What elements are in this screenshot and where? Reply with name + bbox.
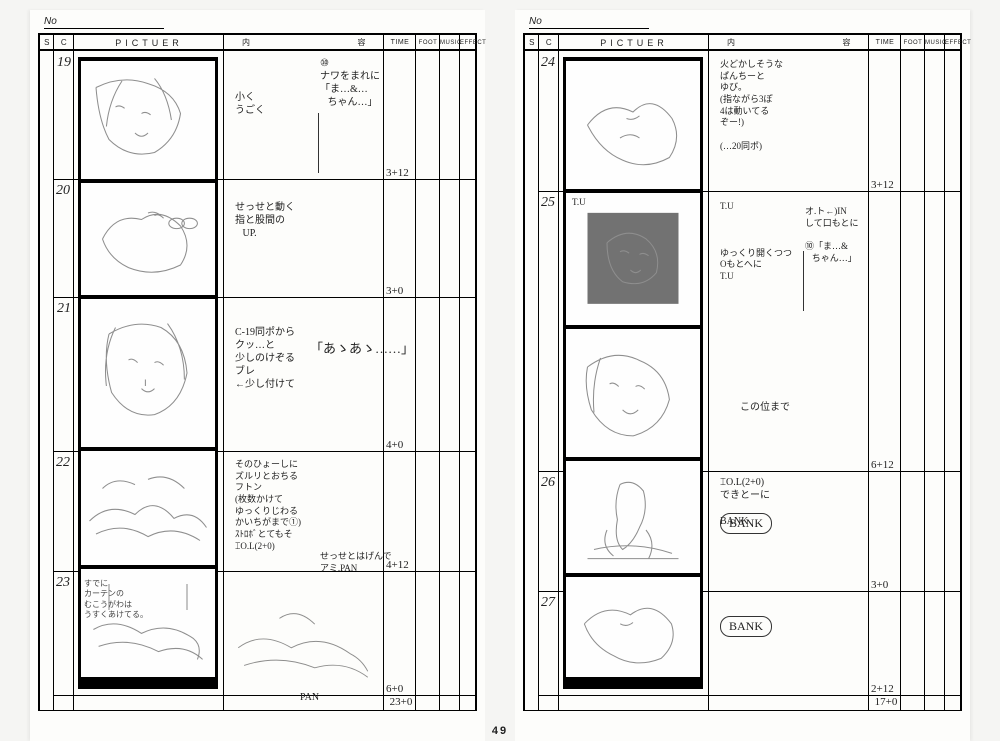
header-c: C	[54, 35, 74, 51]
storyboard-frame	[566, 577, 700, 677]
action-note: C-19同ポから クッ…と 少しのけぞる ブレ ←少し付けて	[235, 326, 295, 391]
action-note: 小く うごく	[235, 91, 265, 117]
cut-number: 27	[541, 595, 555, 611]
action-note: 火どかしそうな ぱんちーと ゆび。 (指ながら3ぽ 4は動いてる ぞー!) (……	[720, 59, 783, 153]
storyboard-frame	[566, 329, 700, 457]
storyboard-page-right: No S C PICTUER 内 容 TIME FOOT MUSIC EFFEC…	[515, 10, 970, 741]
time-value: 3+12	[386, 167, 416, 179]
cut-number: 24	[541, 55, 555, 71]
bank-badge: BANK	[720, 513, 772, 534]
storyboard-frame	[81, 61, 215, 179]
no-label: No	[529, 16, 649, 29]
time-total: 23+0	[386, 695, 416, 708]
time-value: 4+0	[386, 439, 416, 451]
dialog-note: 「あゝあゝ……」	[310, 341, 414, 358]
header-music: MUSIC	[440, 35, 460, 51]
action-note: せっせと動く 指と股間の UP.	[235, 201, 295, 240]
storyboard-page-left: No S C PICTUER 内 容 TIME FOOT MUSIC EFFEC…	[30, 10, 485, 741]
cut-number: 22	[56, 455, 70, 471]
time-total: 17+0	[871, 695, 901, 708]
cut-number: 19	[57, 55, 71, 71]
dialog-note: オ.ト←)IN して口もとに ⑩「ま…& ちゃん…」	[805, 206, 859, 264]
header-s: S	[40, 35, 54, 51]
action-note: T.U ゆっくり開くつつ Oもとへに T.U	[720, 201, 792, 283]
storyboard-frame	[566, 461, 700, 573]
storyboard-frame: T.U	[566, 193, 700, 325]
header-effect: EFFECT	[460, 35, 475, 51]
dialog-note: PAN	[300, 691, 319, 704]
cut-number: 21	[57, 301, 71, 317]
action-note: そのひょーしに ズルリとおちる フトン (枚数かけて ゆっくりじわる かいちがま…	[235, 459, 301, 553]
sheet-left: S C PICTUER 内 容 TIME FOOT MUSIC EFFECT 1…	[38, 33, 477, 711]
cut-number: 25	[541, 195, 555, 211]
time-value: 6+12	[871, 459, 901, 471]
time-value: 4+12	[386, 559, 416, 571]
cut-number: 26	[541, 475, 555, 491]
action-note: この位まで	[740, 401, 790, 414]
header-picture: PICTUER	[74, 35, 224, 51]
picture-strip: T.U	[563, 57, 703, 689]
cut-number: 23	[56, 575, 70, 591]
header-time: TIME	[384, 35, 416, 51]
sheet-right: S C PICTUER 内 容 TIME FOOT MUSIC EFFECT 2…	[523, 33, 962, 711]
storyboard-frame	[566, 61, 700, 189]
header-foot: FOOT	[416, 35, 440, 51]
time-value: 3+12	[871, 179, 901, 191]
time-value: 6+0	[386, 683, 416, 695]
overflow-sketch	[228, 581, 378, 691]
no-label: No	[44, 16, 164, 29]
action-note: すでに カーテンの むこうがわは うすくあけてる。	[84, 579, 148, 621]
dialog-note: せっせとはげんで アミ.PAN	[320, 551, 392, 574]
bank-badge: BANK	[720, 616, 772, 637]
storyboard-frame	[81, 299, 215, 447]
time-value: 3+0	[871, 579, 901, 591]
cut-number: 20	[56, 183, 70, 199]
header-naiyo: 内 容	[224, 35, 384, 51]
dialog-note: ⑩ ナワをまれに 「ま…&… ちゃん…」	[320, 57, 380, 109]
time-value: 3+0	[386, 285, 416, 297]
storyboard-frame	[81, 451, 215, 565]
storyboard-frame	[81, 183, 215, 295]
time-value: 2+12	[871, 683, 901, 695]
page-number: 49	[0, 725, 1000, 737]
